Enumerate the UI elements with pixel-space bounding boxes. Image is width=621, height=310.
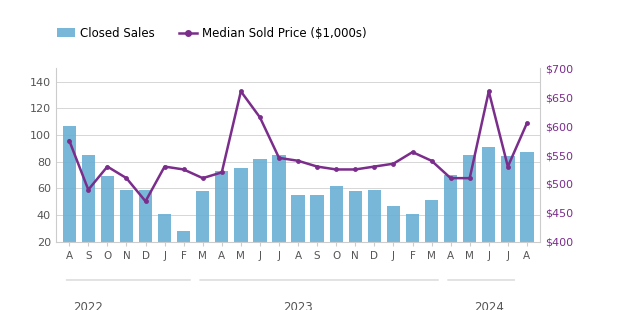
- Bar: [177, 231, 190, 268]
- Bar: [291, 195, 305, 268]
- Bar: [482, 147, 496, 268]
- Bar: [234, 168, 248, 268]
- Bar: [463, 155, 476, 268]
- Bar: [501, 156, 515, 268]
- Bar: [444, 175, 457, 268]
- Bar: [158, 214, 171, 268]
- Bar: [273, 155, 286, 268]
- Bar: [368, 190, 381, 268]
- Bar: [406, 214, 419, 268]
- Bar: [139, 190, 152, 268]
- Text: 2022: 2022: [73, 301, 103, 310]
- Bar: [253, 159, 266, 268]
- Bar: [310, 195, 324, 268]
- Bar: [425, 200, 438, 268]
- Text: 2023: 2023: [283, 301, 313, 310]
- Bar: [63, 126, 76, 268]
- Bar: [330, 186, 343, 268]
- Text: 2024: 2024: [474, 301, 504, 310]
- Bar: [520, 152, 533, 268]
- Bar: [348, 191, 362, 268]
- Legend: Closed Sales, Median Sold Price ($1,000s): Closed Sales, Median Sold Price ($1,000s…: [52, 22, 372, 44]
- Bar: [120, 190, 133, 268]
- Bar: [387, 206, 400, 268]
- Bar: [101, 176, 114, 268]
- Bar: [81, 155, 95, 268]
- Bar: [215, 171, 229, 268]
- Bar: [196, 191, 209, 268]
